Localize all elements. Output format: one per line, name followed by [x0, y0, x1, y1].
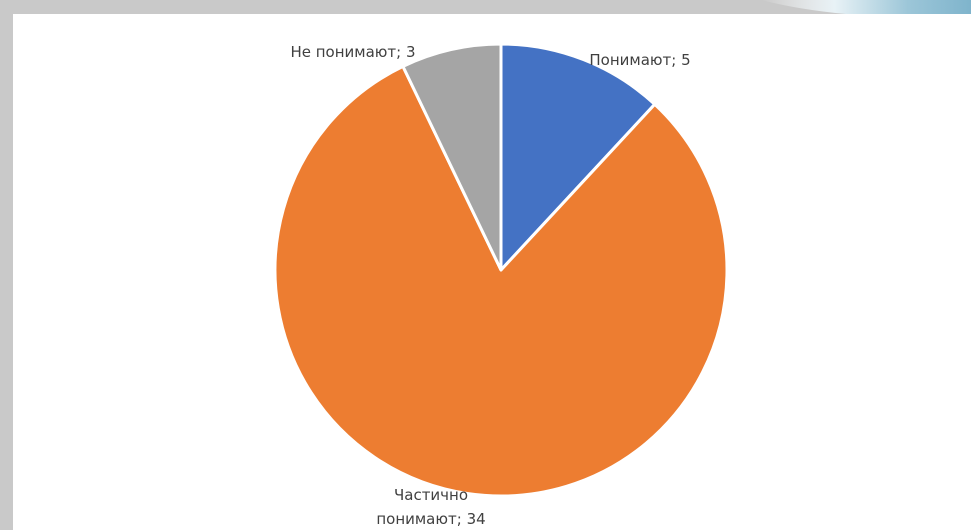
pie-slice-ne-ponimayut: [401, 42, 503, 272]
pie-slice-chastichno-ponimayut: [273, 64, 729, 498]
pie-data-labels: Понимают; 5 Частично понимают; 34 Не понима…: [290, 43, 690, 528]
data-label-ne-ponimayut: Не понимают; 3: [290, 43, 415, 61]
pie-slices: [273, 42, 729, 498]
data-label-line: Частично: [394, 486, 468, 504]
pie-slice-ponimayut: [499, 42, 657, 272]
pie-chart: Понимают; 5 Частично понимают; 34 Не понима…: [273, 42, 729, 528]
data-label-chastichno-ponimayut: Частично понимают; 34: [376, 486, 485, 528]
data-label-line: понимают; 34: [376, 510, 485, 528]
corner-decoration: [761, 0, 971, 14]
data-label-line: Не понимают; 3: [290, 43, 415, 61]
data-label-ponimayut: Понимают; 5: [589, 51, 690, 69]
data-label-line: Понимают; 5: [589, 51, 690, 69]
chart-area: Понимают; 5 Частично понимают; 34 Не понима…: [13, 14, 971, 530]
